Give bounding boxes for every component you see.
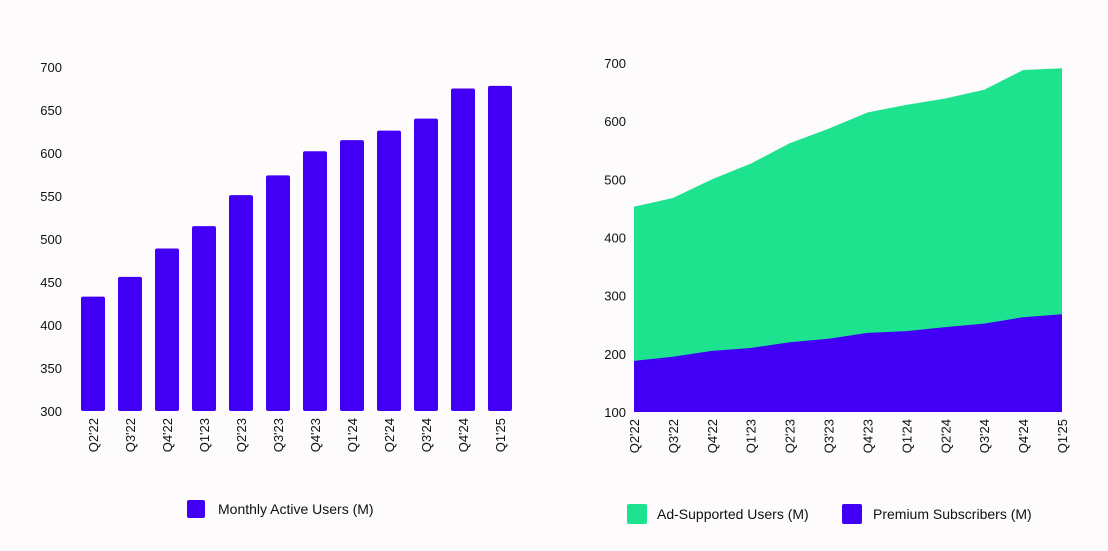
- area-ad-supported: [634, 68, 1062, 413]
- y-tick-label: 450: [40, 275, 62, 290]
- bar: [229, 195, 253, 411]
- y-tick-label: 600: [40, 146, 62, 161]
- bar: [81, 296, 105, 411]
- bar: [377, 130, 401, 411]
- x-tick-label: Q2'23: [783, 419, 798, 453]
- legend-swatch: [187, 500, 205, 518]
- x-tick-label: Q3'23: [271, 418, 286, 452]
- bar: [303, 151, 327, 411]
- bar: [192, 226, 216, 411]
- y-tick-label: 650: [40, 103, 62, 118]
- x-tick-label: Q3'24: [977, 419, 992, 453]
- x-tick-label: Q4'24: [456, 418, 471, 452]
- y-tick-label: 100: [604, 405, 626, 420]
- x-tick-label: Q1'23: [197, 418, 212, 452]
- x-tick-label: Q1'25: [1055, 419, 1070, 453]
- y-tick-label: 500: [604, 172, 626, 187]
- y-tick-label: 550: [40, 189, 62, 204]
- y-tick-label: 600: [604, 114, 626, 129]
- area-premium: [634, 314, 1062, 412]
- y-tick-label: 350: [40, 361, 62, 376]
- y-tick-label: 300: [40, 404, 62, 419]
- legend-label-premium: Premium Subscribers (M): [873, 506, 1032, 522]
- x-tick-label: Q4'22: [705, 419, 720, 453]
- legend-swatch-ad: [627, 504, 647, 524]
- bar: [155, 248, 179, 411]
- x-tick-label: Q1'23: [744, 419, 759, 453]
- bar: [340, 140, 364, 411]
- y-tick-label: 300: [604, 289, 626, 304]
- bar: [266, 175, 290, 411]
- bar: [451, 88, 475, 411]
- x-tick-label: Q1'24: [899, 419, 914, 453]
- x-tick-label: Q2'22: [86, 418, 101, 452]
- x-tick-label: Q2'24: [938, 419, 953, 453]
- bar: [414, 118, 438, 411]
- bar: [488, 85, 512, 412]
- x-tick-label: Q3'22: [666, 419, 681, 453]
- y-tick-label: 500: [40, 232, 62, 247]
- x-tick-label: Q4'24: [1016, 419, 1031, 453]
- x-tick-label: Q3'24: [419, 418, 434, 452]
- y-tick-label: 400: [604, 231, 626, 246]
- y-tick-label: 400: [40, 318, 62, 333]
- x-tick-label: Q1'24: [345, 418, 360, 452]
- users-area-chart: 100 200 300 400 500 600 700 Q2'22 Q3'22 Q4'22 Q1'2…: [604, 56, 1070, 524]
- x-tick-label: Q3'22: [123, 418, 138, 452]
- x-tick-label: Q4'22: [160, 418, 175, 452]
- x-tick-label: Q4'23: [308, 418, 323, 452]
- mau-bar-chart: 300 350 400 450 500 550 600 650 700 Q2'22 Q3'22 Q4'…: [40, 60, 512, 518]
- y-tick-label: 700: [604, 56, 626, 71]
- legend-label-ad: Ad-Supported Users (M): [657, 506, 809, 522]
- y-tick-label: 200: [604, 347, 626, 362]
- x-tick-label: Q3'23: [822, 419, 837, 453]
- legend-swatch-premium: [842, 504, 862, 524]
- x-tick-label: Q1'25: [493, 418, 508, 452]
- bar: [118, 276, 142, 411]
- y-tick-label: 700: [40, 60, 62, 75]
- x-tick-label: Q2'24: [382, 418, 397, 452]
- x-tick-label: Q2'22: [627, 419, 642, 453]
- legend-label: Monthly Active Users (M): [218, 501, 374, 517]
- x-tick-label: Q4'23: [860, 419, 875, 453]
- x-tick-label: Q2'23: [234, 418, 249, 452]
